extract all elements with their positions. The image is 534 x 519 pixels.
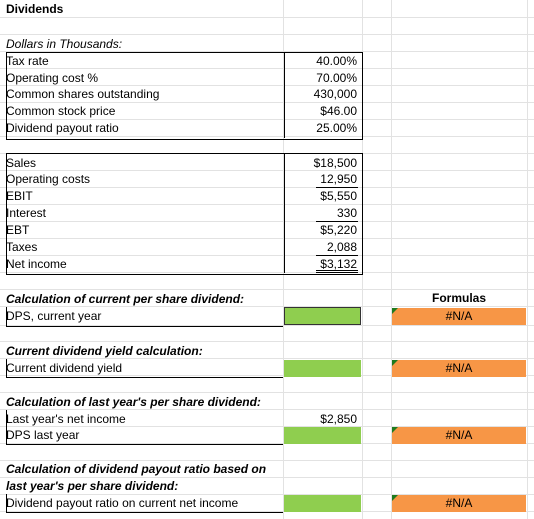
sheet-title[interactable]: Dividends <box>6 2 64 16</box>
gridline-row <box>0 272 534 273</box>
inputs-box <box>6 52 363 140</box>
dividend-yield-label-box <box>6 359 283 378</box>
gridline-row <box>0 511 534 512</box>
gridline-row <box>0 221 534 222</box>
gridline-row <box>0 17 534 18</box>
gridline-row <box>0 34 534 35</box>
error-indicator-icon <box>392 360 398 366</box>
gridline-row <box>0 460 534 461</box>
gridline-column-b <box>283 0 284 519</box>
payout-ratio-heading-line2[interactable]: last year's per share dividend: <box>6 479 179 493</box>
dividend-yield-label[interactable]: Current dividend yield <box>6 361 123 375</box>
gridline-row <box>0 289 534 290</box>
is-label-sales[interactable]: Sales <box>6 156 37 170</box>
gridline-row <box>0 238 534 239</box>
gridline-row <box>0 306 534 307</box>
gridline-row <box>0 477 534 478</box>
is-label-net-income[interactable]: Net income <box>6 257 67 271</box>
input-value-shares[interactable]: 430,000 <box>313 87 357 101</box>
gridline-row <box>0 204 534 205</box>
gridline-row <box>0 426 534 427</box>
is-label-operating-costs[interactable]: Operating costs <box>6 172 91 186</box>
payout-ratio-input-cell[interactable] <box>284 495 361 512</box>
dividend-yield-heading[interactable]: Current dividend yield calculation: <box>6 344 203 358</box>
double-underline-net-income-1 <box>316 270 358 271</box>
last-year-dps-input-cell[interactable] <box>284 427 361 444</box>
gridline-row <box>0 443 534 444</box>
gridline-row <box>0 375 534 376</box>
is-value-taxes[interactable]: 2,088 <box>326 240 357 254</box>
dividend-yield-input-cell[interactable] <box>284 360 361 377</box>
gridline-row <box>0 68 534 69</box>
income-statement-divider <box>284 153 285 273</box>
inputs-box-divider <box>284 52 285 138</box>
current-dps-label-box <box>6 307 283 327</box>
is-value-sales[interactable]: $18,500 <box>313 156 357 170</box>
last-year-dps-label-box <box>6 410 283 445</box>
current-dps-formula-cell[interactable]: #N/A <box>392 308 526 325</box>
input-value-operating-cost[interactable]: 70.00% <box>316 71 357 85</box>
is-value-ebit[interactable]: $5,550 <box>320 189 357 203</box>
is-value-interest[interactable]: 330 <box>336 206 357 220</box>
input-value-payout-ratio[interactable]: 25.00% <box>316 121 357 135</box>
input-label-operating-cost[interactable]: Operating cost % <box>6 71 99 85</box>
is-value-ebt[interactable]: $5,220 <box>320 223 357 237</box>
gridline-row <box>0 119 534 120</box>
gridline-row <box>0 392 534 393</box>
last-year-net-income-value[interactable]: $2,850 <box>320 412 357 426</box>
gridline-row <box>0 136 534 137</box>
gridline-row <box>0 85 534 86</box>
current-dps-label[interactable]: DPS, current year <box>6 309 102 323</box>
is-label-interest[interactable]: Interest <box>6 206 47 220</box>
gridline-row <box>0 102 534 103</box>
payout-ratio-label-box <box>6 494 283 513</box>
input-value-stock-price[interactable]: $46.00 <box>320 104 357 118</box>
gridline-row <box>0 187 534 188</box>
gridline-row <box>0 51 534 52</box>
input-value-tax-rate[interactable]: 40.00% <box>316 54 357 68</box>
input-label-tax-rate[interactable]: Tax rate <box>6 54 49 68</box>
is-value-net-income[interactable]: $3,132 <box>320 257 357 271</box>
gridline-row <box>0 325 534 326</box>
last-year-dps-formula-cell[interactable]: #N/A <box>392 427 526 444</box>
gridline-column-d <box>391 0 392 519</box>
input-label-shares[interactable]: Common shares outstanding <box>6 87 160 101</box>
underline-taxes <box>316 255 358 256</box>
error-indicator-icon <box>392 308 398 314</box>
is-value-operating-costs[interactable]: 12,950 <box>320 172 357 186</box>
payout-ratio-label[interactable]: Dividend payout ratio on current net inc… <box>6 496 239 510</box>
payout-ratio-formula-cell[interactable]: #N/A <box>392 495 526 512</box>
input-label-stock-price[interactable]: Common stock price <box>6 104 116 118</box>
current-dps-input-cell[interactable] <box>284 307 361 325</box>
gridline-row <box>0 255 534 256</box>
gridline-row <box>0 409 534 410</box>
dividend-yield-formula-cell[interactable]: #N/A <box>392 360 526 377</box>
units-label[interactable]: Dollars in Thousands: <box>6 37 123 51</box>
is-label-ebt[interactable]: EBT <box>6 223 30 237</box>
is-label-taxes[interactable]: Taxes <box>6 240 38 254</box>
underline-interest <box>316 221 358 222</box>
double-underline-net-income-2 <box>316 272 358 273</box>
last-year-dps-heading[interactable]: Calculation of last year's per share div… <box>6 395 261 409</box>
last-year-net-income-label[interactable]: Last year's net income <box>6 412 126 426</box>
last-year-dps-label[interactable]: DPS last year <box>6 428 80 442</box>
input-label-payout-ratio[interactable]: Dividend payout ratio <box>6 121 119 135</box>
gridline-row <box>0 358 534 359</box>
gridline-row <box>0 494 534 495</box>
gridline-column-e <box>527 0 528 519</box>
income-statement-box <box>6 153 363 275</box>
underline-operating-costs <box>316 187 358 188</box>
current-dps-heading[interactable]: Calculation of current per share dividen… <box>6 292 245 306</box>
gridline-row <box>0 341 534 342</box>
error-indicator-icon <box>392 427 398 433</box>
payout-ratio-heading-line1[interactable]: Calculation of dividend payout ratio bas… <box>6 462 267 476</box>
is-label-ebit[interactable]: EBIT <box>6 189 33 203</box>
gridline-row <box>0 170 534 171</box>
error-indicator-icon <box>392 495 398 501</box>
formulas-header[interactable]: Formulas <box>431 291 486 305</box>
